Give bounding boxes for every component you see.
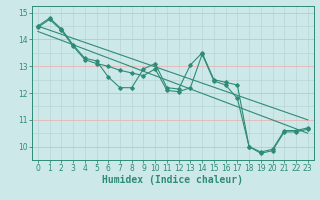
X-axis label: Humidex (Indice chaleur): Humidex (Indice chaleur): [102, 175, 243, 185]
